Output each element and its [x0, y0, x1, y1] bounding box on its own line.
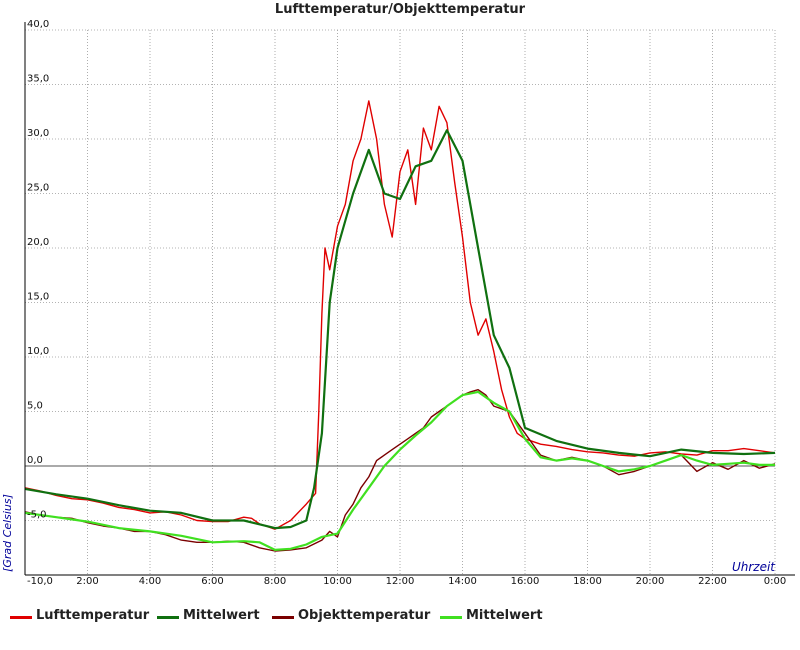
series-line-lufttemperatur-line [24, 100, 776, 530]
legend: Lufttemperatur Mittelwert Objekttemperat… [10, 607, 570, 627]
series-lines [24, 100, 776, 552]
y-tick-labels: 40,0 35,0 30,0 25,0 20,0 15,0 10,0 5,0 0,0 -5,0 [27, 19, 49, 521]
y-tick-label: 25,0 [27, 183, 49, 194]
series-line-mittelwert-luft-line [24, 129, 776, 530]
y-tick-label: 5,0 [27, 401, 43, 412]
y-tick-label: 0,0 [27, 455, 43, 466]
axes [24, 22, 795, 576]
x-tick-label: 20:00 [636, 576, 665, 587]
y-tick-label: 35,0 [27, 74, 49, 85]
x-tick-label: 22:00 [698, 576, 727, 587]
y-tick-label: -5,0 [27, 510, 47, 521]
y-tick-label: 40,0 [27, 19, 49, 30]
y-axis-label: [Grad Celsius] [1, 494, 14, 572]
series-line-objekttemperatur-line [24, 389, 776, 552]
y-tick-label: 30,0 [27, 128, 49, 139]
x-tick-label: 6:00 [201, 576, 223, 587]
y-tick-label: 20,0 [27, 237, 49, 248]
x-tick-label: 10:00 [323, 576, 352, 587]
series-line-mittelwert-objekt-line [24, 390, 775, 552]
grid [25, 29, 776, 575]
y-tick-label: 10,0 [27, 346, 49, 357]
legend-swatch [157, 616, 179, 619]
legend-swatch [440, 616, 462, 619]
x-axis-label: Uhrzeit [732, 560, 776, 574]
legend-swatch [10, 616, 32, 619]
x-tick-label: 12:00 [386, 576, 415, 587]
y-tick-label: 15,0 [27, 292, 49, 303]
x-tick-label: -10,0 [27, 576, 53, 587]
x-tick-labels: -10,0 2:00 4:00 6:00 8:00 10:00 12:00 14:00 16:0… [27, 576, 786, 587]
x-tick-label: 8:00 [264, 576, 286, 587]
x-tick-label: 0:00 [764, 576, 786, 587]
x-tick-label: 16:00 [511, 576, 540, 587]
chart-title: Lufttemperatur/Objekttemperatur [275, 2, 526, 17]
legend-label: Mittelwert [466, 608, 543, 623]
x-tick-label: 2:00 [76, 576, 98, 587]
legend-label: Objekttemperatur [298, 608, 431, 623]
x-tick-label: 4:00 [139, 576, 161, 587]
legend-label: Mittelwert [183, 608, 260, 623]
legend-swatch [272, 616, 294, 619]
x-tick-label: 14:00 [448, 576, 477, 587]
x-tick-label: 18:00 [573, 576, 602, 587]
legend-label: Lufttemperatur [36, 608, 150, 623]
